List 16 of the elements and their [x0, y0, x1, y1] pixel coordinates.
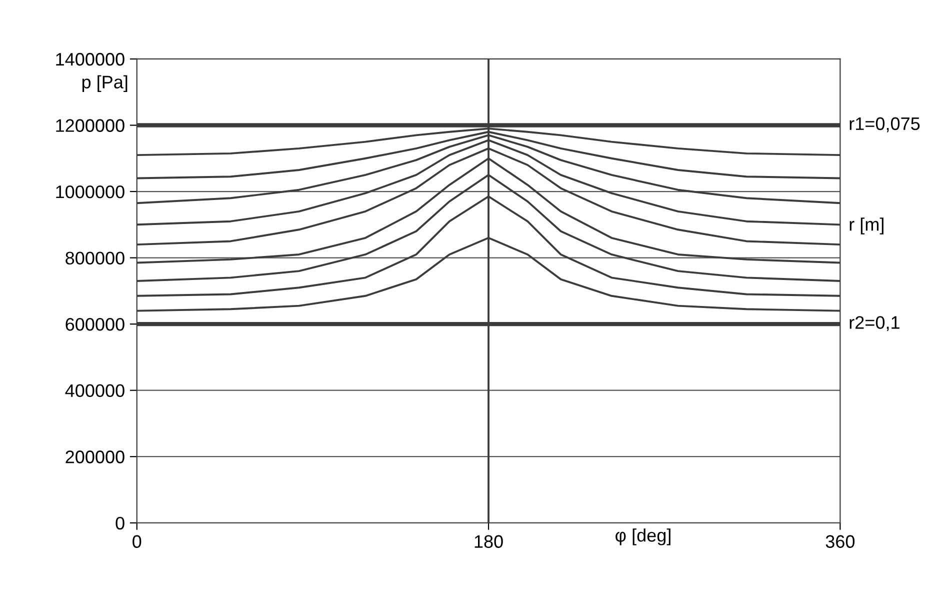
- series-label: r2=0,1: [850, 316, 900, 332]
- series-label: r1=0,075: [850, 117, 920, 132]
- y-tick-label: 200000: [66, 450, 124, 464]
- y-tick-label: 1400000: [56, 52, 124, 66]
- y-tick-label: 1000000: [56, 185, 124, 198]
- y-tick-label: 0: [116, 516, 124, 530]
- y-tick-label: 1200000: [56, 119, 124, 132]
- y-tick-label: 600000: [66, 318, 124, 331]
- x-tick-label: 180: [474, 535, 503, 548]
- x-axis-title: φ [deg]: [616, 528, 670, 546]
- text: r [m]: [850, 218, 884, 234]
- y-tick-label: 800000: [66, 252, 124, 265]
- x-tick-label: 360: [826, 535, 855, 548]
- y-tick-label: 400000: [65, 384, 124, 398]
- x-tick-label: 0: [132, 535, 142, 548]
- y-axis-title: p [Pa]: [82, 75, 128, 92]
